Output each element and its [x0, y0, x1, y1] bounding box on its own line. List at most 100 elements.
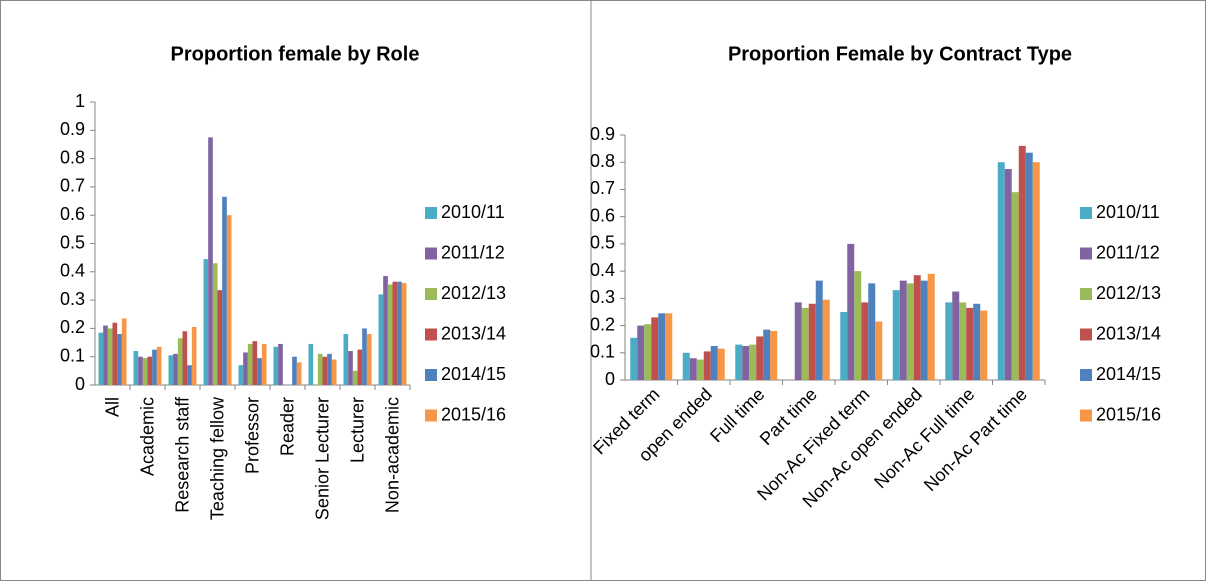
bar — [362, 328, 367, 385]
bar — [770, 331, 778, 380]
y-tick-label: 0.9 — [590, 124, 615, 144]
bar — [397, 281, 402, 385]
y-tick-label: 0.3 — [60, 289, 85, 309]
y-tick-label: 0.5 — [590, 233, 615, 253]
legend-label: 2010/11 — [1096, 202, 1160, 222]
legend-swatch — [1080, 328, 1092, 341]
bar — [278, 343, 283, 385]
bar — [168, 355, 174, 385]
bar — [651, 317, 659, 380]
bar — [107, 328, 113, 385]
legend-label: 2012/13 — [1096, 283, 1161, 303]
bar — [927, 273, 935, 380]
bar — [243, 352, 248, 385]
bar — [142, 358, 148, 385]
bar — [383, 276, 388, 385]
legend-swatch — [425, 328, 437, 341]
y-tick-label: 0.1 — [590, 342, 615, 362]
bar — [997, 162, 1005, 380]
bar — [182, 331, 188, 385]
legend-label: 2013/14 — [1096, 323, 1161, 343]
legend-swatch — [1080, 247, 1092, 260]
bar — [173, 353, 178, 385]
bar — [815, 280, 823, 380]
bar — [644, 324, 652, 380]
bar — [247, 343, 253, 385]
bar — [710, 345, 718, 380]
bar — [401, 283, 407, 385]
bar — [212, 263, 218, 385]
legend-swatch — [425, 409, 437, 422]
legend-swatch — [1080, 409, 1092, 422]
bar — [637, 325, 645, 380]
bar — [913, 275, 921, 380]
bar — [1018, 145, 1026, 380]
bar — [222, 196, 227, 385]
x-tick-label: Lecturer — [347, 397, 367, 463]
legend-swatch — [1080, 369, 1092, 381]
bar — [308, 343, 314, 385]
bar — [217, 290, 223, 385]
bar — [317, 353, 323, 385]
bar — [682, 352, 690, 380]
legend-label: 2011/12 — [1096, 242, 1160, 262]
legend-swatch — [425, 207, 437, 219]
bar — [1004, 169, 1012, 380]
legend-label: 2014/15 — [1096, 364, 1161, 384]
legend-label: 2014/15 — [441, 364, 506, 384]
bar — [133, 351, 139, 385]
bar — [112, 322, 118, 385]
bar — [696, 359, 704, 380]
bar — [801, 307, 809, 380]
bar — [920, 280, 928, 380]
bar — [121, 318, 127, 385]
x-tick-label: Teaching fellow — [207, 396, 227, 520]
bar — [665, 313, 673, 380]
bar — [327, 353, 332, 385]
bar — [980, 310, 988, 380]
bar — [945, 302, 953, 380]
bar — [138, 356, 143, 385]
y-tick-label: 0.8 — [60, 147, 85, 167]
bar — [717, 348, 725, 380]
legend-swatch — [425, 247, 437, 260]
legend-swatch — [425, 369, 437, 381]
bar — [156, 346, 162, 385]
bar — [658, 313, 666, 380]
y-tick-label: 0.5 — [60, 232, 85, 252]
bar — [261, 343, 267, 385]
chart-title: Proportion female by Role — [171, 43, 420, 65]
y-tick-label: 0.6 — [60, 204, 85, 224]
bar — [117, 334, 122, 385]
bar — [861, 302, 869, 380]
y-tick-label: 0.1 — [60, 345, 85, 365]
x-tick-label: Senior Lecturer — [312, 397, 332, 520]
y-tick-label: 0.6 — [590, 205, 615, 225]
bar — [387, 284, 393, 385]
legend-swatch — [425, 288, 437, 300]
bar — [1032, 162, 1040, 380]
bar — [840, 311, 848, 380]
bar — [187, 365, 192, 385]
bar — [348, 351, 353, 385]
bar — [191, 326, 197, 385]
bar — [103, 325, 108, 385]
bar — [357, 349, 363, 385]
legend-swatch — [1080, 207, 1092, 219]
legend-label: 2013/14 — [441, 323, 506, 343]
bar — [966, 307, 974, 380]
bar — [703, 351, 711, 380]
bar — [273, 346, 279, 385]
bar — [756, 336, 764, 380]
bar — [899, 280, 907, 380]
legend-label: 2015/16 — [1096, 404, 1161, 424]
bar — [952, 291, 960, 380]
x-tick-label: All — [102, 397, 122, 417]
bar — [847, 243, 855, 380]
bar — [742, 345, 750, 380]
bar — [854, 271, 862, 380]
legend-label: 2011/12 — [441, 242, 505, 262]
bar — [366, 334, 372, 385]
bar — [735, 344, 743, 380]
